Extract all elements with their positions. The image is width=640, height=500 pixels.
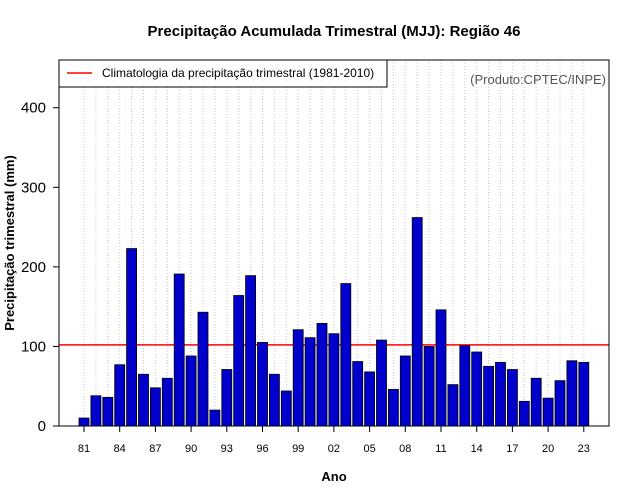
bar-2001 [316,322,328,427]
legend-box [58,59,388,88]
bar-1999 [292,329,304,427]
bar-2023 [578,361,590,427]
y-tick-label: 0 [38,418,46,435]
bar-1988 [161,377,173,427]
x-tick-label: 87 [149,443,161,455]
y-tick-label: 200 [21,259,46,276]
y-tick-label: 300 [21,179,46,196]
bar-2009 [411,217,423,427]
x-tick-label: 14 [471,443,483,455]
bar-2016 [495,361,506,427]
bar-1989 [173,273,185,427]
x-tick-label: 17 [506,443,518,455]
bar-2007 [387,388,399,427]
bar-2015 [483,365,495,427]
bar-1998 [280,390,292,427]
bar-2010 [423,346,435,427]
bar-2022 [566,360,578,427]
y-axis: 0 100 200 300 400 [21,100,59,435]
bar-1981 [78,417,90,427]
bar-2019 [530,377,542,427]
bar-1986 [138,373,149,427]
bars [78,217,590,427]
x-tick-label: 23 [578,443,590,455]
x-tick-label: 93 [221,443,233,455]
bar-2018 [518,400,530,427]
bar-1982 [90,395,102,427]
bar-2005 [364,371,376,427]
legend-label: Climatologia da precipitação trimestral … [102,66,374,80]
bar-1997 [268,373,280,427]
y-tick-label: 400 [21,100,46,117]
bar-1995 [245,275,257,427]
legend: Climatologia da precipitação trimestral … [58,59,388,88]
x-tick-label: 81 [78,443,90,455]
bar-2013 [459,345,471,427]
x-tick-label: 02 [328,443,340,455]
credit-text: (Produto:CPTEC/INPE) [470,72,606,87]
x-axis: 81 84 87 90 93 96 99 02 05 08 11 14 17 20 23 [78,426,590,455]
bar-1991 [197,311,209,427]
y-tick-label: 100 [21,338,46,355]
bar-2008 [399,355,411,427]
bar-2017 [506,369,518,427]
bar-2002 [328,333,340,427]
grid-lines [83,60,585,426]
bar-2006 [376,339,387,427]
bar-1984 [114,364,126,427]
x-tick-label: 96 [256,443,268,455]
bar-1983 [102,396,114,427]
x-tick-label: 11 [435,443,446,455]
bar-2014 [471,351,483,427]
x-tick-label: 08 [399,443,411,455]
bar-2004 [352,361,364,427]
x-tick-label: 99 [292,443,304,455]
bar-2012 [447,384,459,427]
y-axis-label: Precipitação trimestral (mm) [2,155,17,331]
chart-title: Precipitação Acumulada Trimestral (MJJ):… [148,23,521,40]
x-tick-label: 20 [542,443,554,455]
bar-1990 [185,355,197,427]
bar-2021 [554,380,566,427]
bar-1992 [209,409,221,427]
x-tick-label: 90 [185,443,197,455]
x-axis-label: Ano [321,469,346,484]
x-tick-label: 05 [363,443,375,455]
bar-1993 [221,369,233,427]
x-tick-label: 84 [114,443,126,455]
bar-1987 [149,387,161,427]
bar-2003 [340,283,352,427]
bar-2011 [435,309,447,427]
bar-1985 [126,248,137,427]
bar-2020 [542,397,554,427]
bar-1996 [257,342,268,427]
bar-2000 [304,337,316,427]
bar-1994 [233,295,245,427]
